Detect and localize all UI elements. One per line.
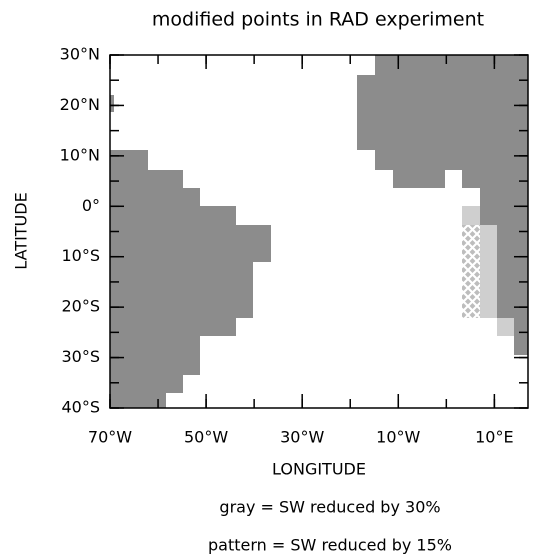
annotation: pattern = SW reduced by 15% (208, 536, 452, 555)
y-tick-label: 30°N (60, 45, 100, 64)
x-tick-label: 10°E (475, 428, 513, 447)
annotation: gray = SW reduced by 30% (219, 498, 440, 517)
x-tick-label: 10°W (376, 428, 420, 447)
y-tick-label: 10°N (60, 145, 100, 164)
x-tick-label: 50°W (184, 428, 228, 447)
y-axis-label: LATITUDE (12, 192, 31, 269)
x-tick-label: 30°W (280, 428, 324, 447)
y-tick-label: 20°N (60, 95, 100, 114)
y-tick-label: 0° (82, 196, 100, 215)
land-regions (110, 55, 528, 408)
y-tick-label: 30°S (61, 347, 100, 366)
x-tick-label: 70°W (88, 428, 132, 447)
chart-title: modified points in RAD experiment (152, 9, 484, 31)
y-tick-label: 20°S (61, 297, 100, 316)
y-tick-label: 40°S (61, 398, 100, 417)
y-tick-label: 10°S (61, 246, 100, 265)
x-axis-label: LONGITUDE (272, 460, 366, 479)
